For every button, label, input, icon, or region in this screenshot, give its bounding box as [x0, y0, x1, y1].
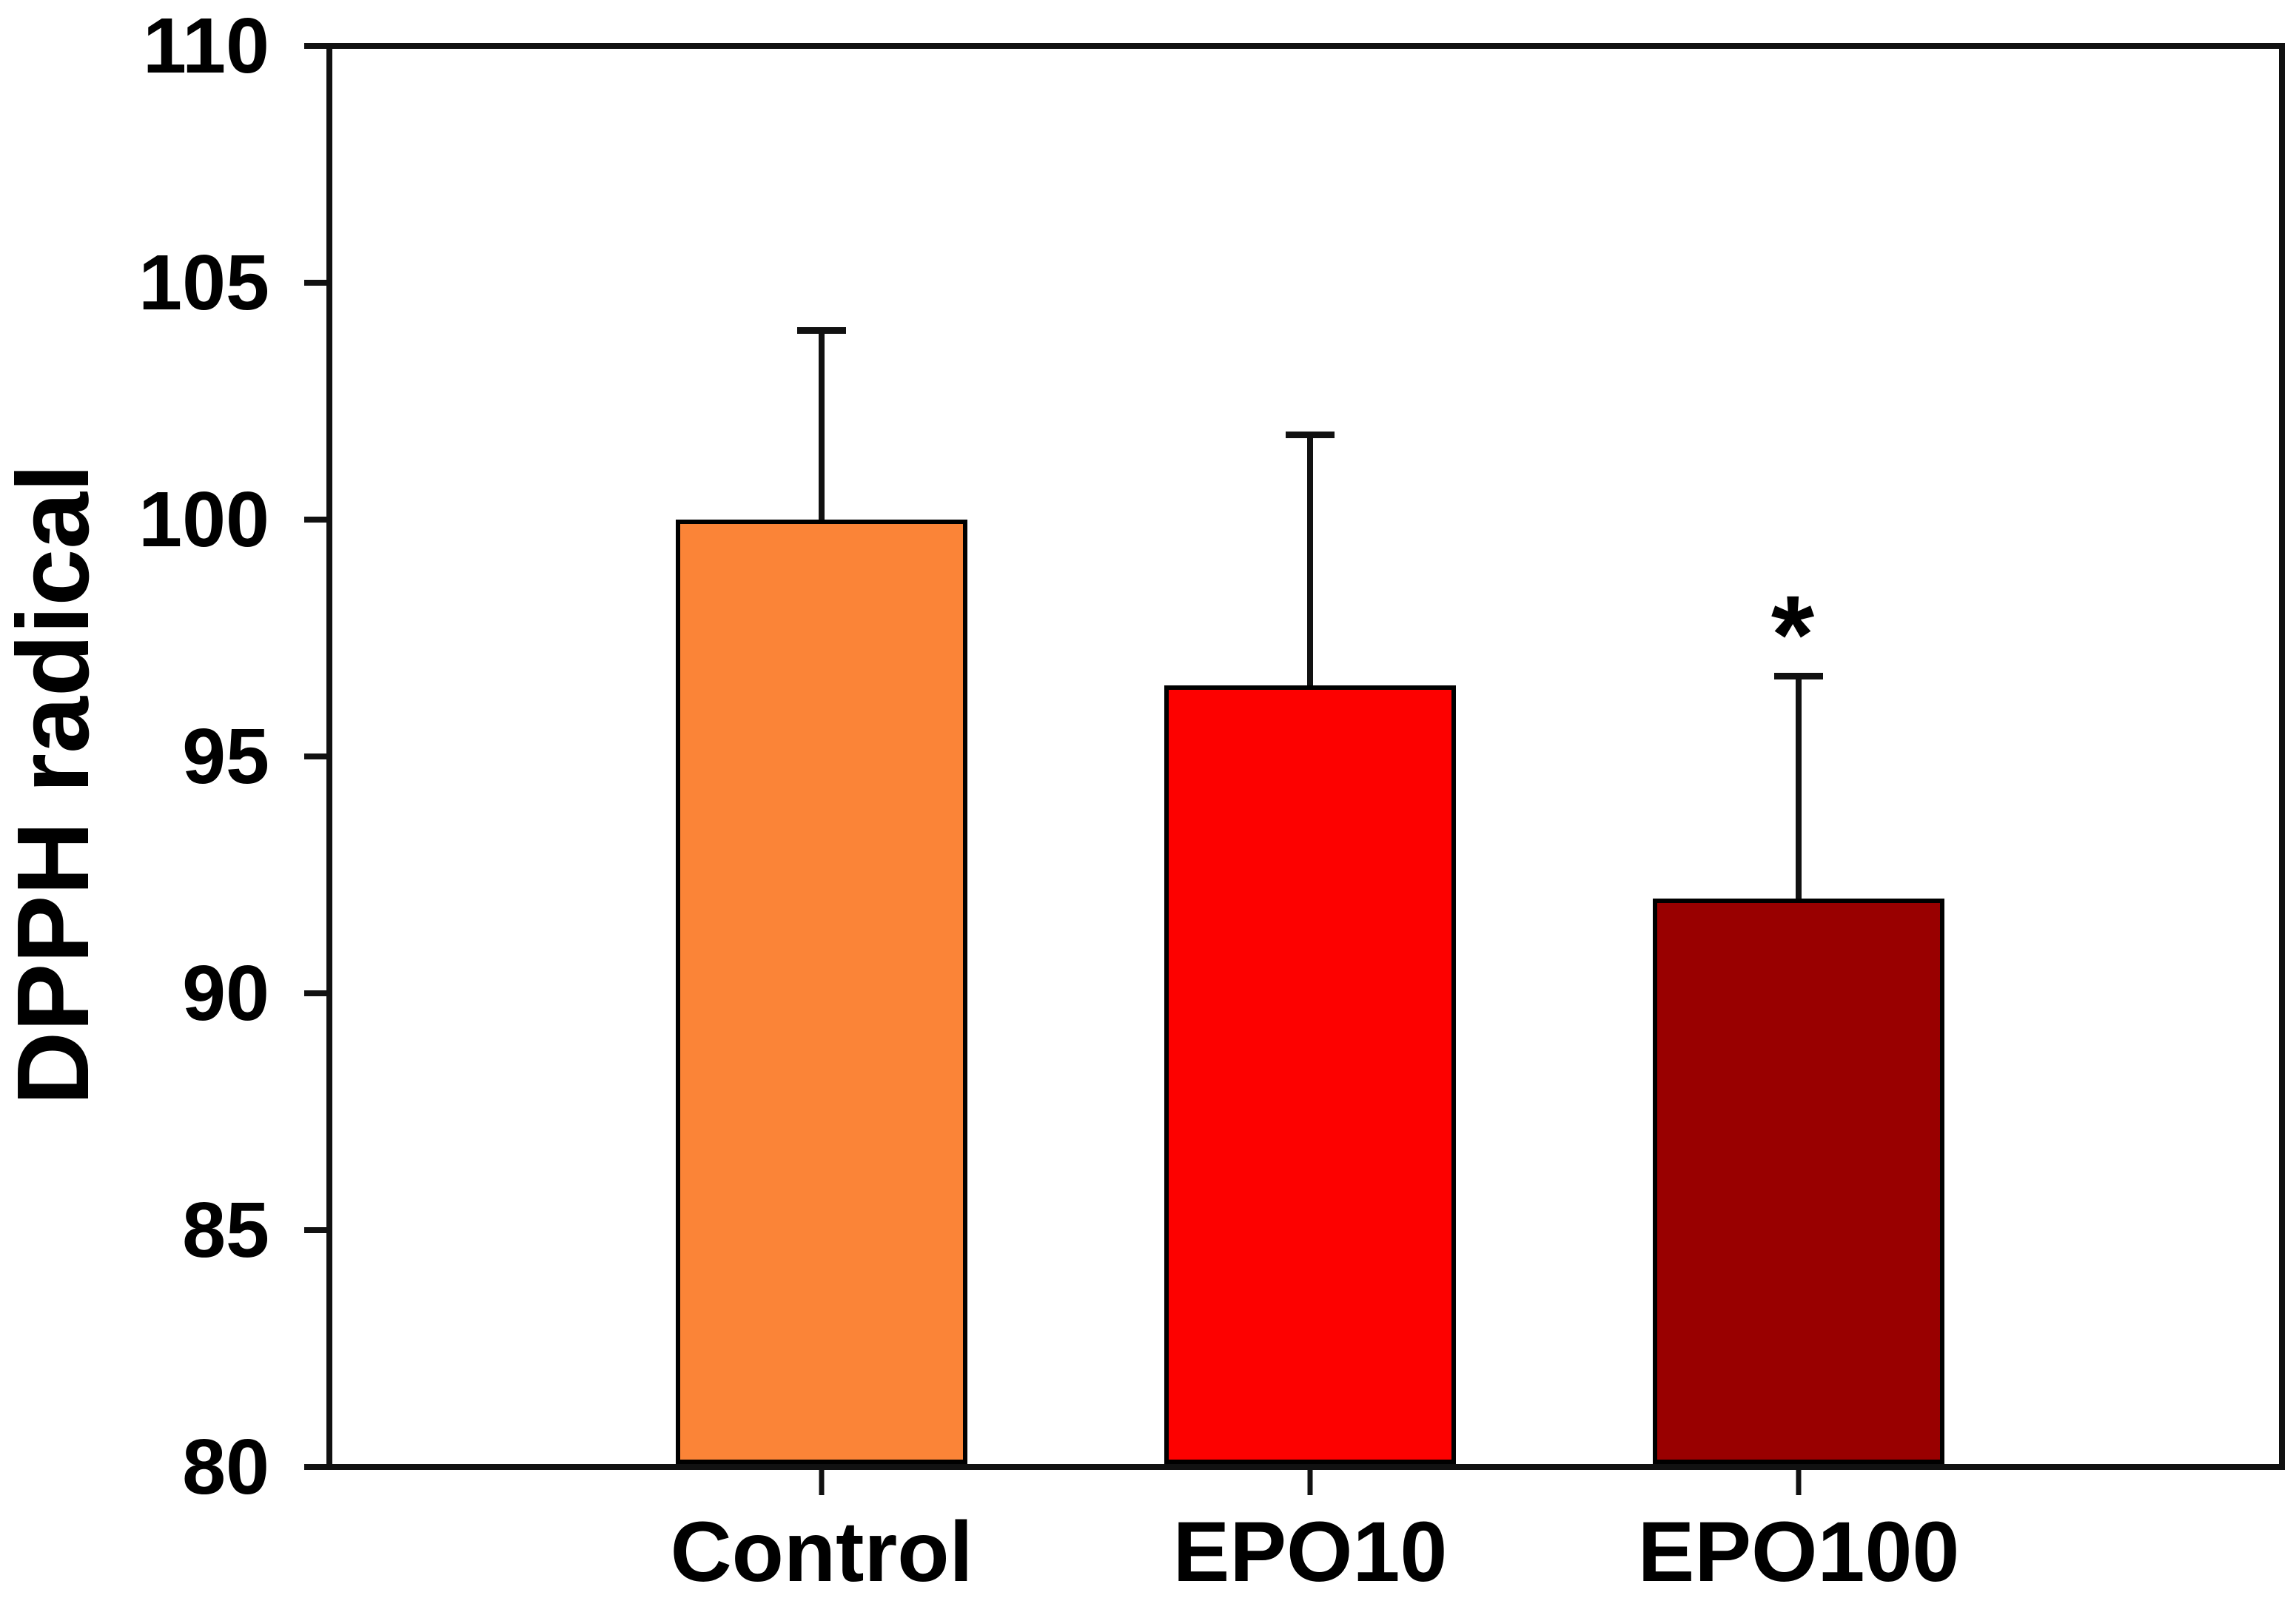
- x-axis-tick: [819, 1470, 825, 1495]
- y-tick-label: 110: [142, 2, 269, 90]
- x-tick-label-epo100: EPO100: [1637, 1505, 1960, 1599]
- x-tick-label-control: Control: [670, 1505, 973, 1599]
- bar-control: [676, 520, 967, 1464]
- y-axis-tick: [304, 517, 326, 523]
- bar-epo100: [1653, 899, 1944, 1464]
- y-tick-label: 105: [138, 239, 269, 326]
- error-bar-line: [1307, 431, 1313, 690]
- y-tick-label: 90: [182, 950, 269, 1037]
- significance-asterisk: *: [1770, 572, 1815, 697]
- y-axis-tick: [304, 280, 326, 286]
- error-bar-line: [1796, 673, 1802, 903]
- y-axis-tick: [304, 43, 326, 49]
- y-axis-tick: [304, 1227, 326, 1233]
- y-tick-label: 100: [138, 476, 269, 563]
- x-axis-tick: [1796, 1470, 1802, 1495]
- x-axis-tick: [1307, 1470, 1313, 1495]
- y-tick-label: 80: [182, 1423, 269, 1511]
- y-axis-tick: [304, 753, 326, 759]
- x-tick-label-epo10: EPO10: [1172, 1505, 1448, 1599]
- error-bar-cap: [1774, 673, 1823, 680]
- error-bar-line: [819, 327, 825, 524]
- y-axis-tick: [304, 990, 326, 996]
- bar-epo10: [1164, 685, 1456, 1464]
- error-bar-cap: [797, 327, 846, 334]
- y-tick-label: 85: [182, 1186, 269, 1274]
- error-bar-cap: [1286, 431, 1335, 438]
- y-axis-tick: [304, 1464, 326, 1470]
- y-tick-label: 95: [182, 713, 269, 800]
